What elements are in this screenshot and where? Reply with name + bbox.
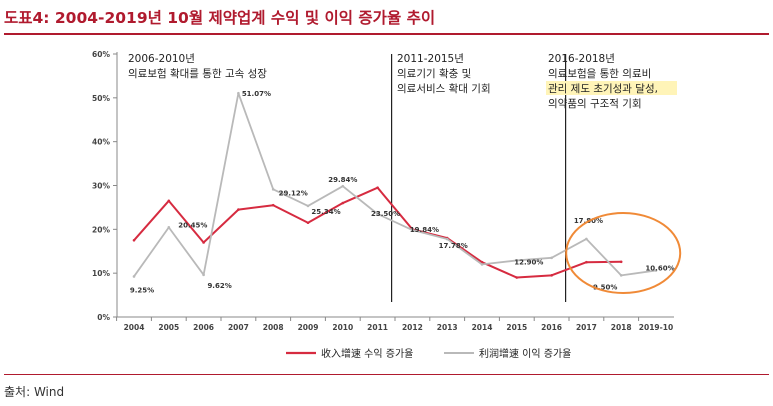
data-point [167,226,171,229]
data-point [585,260,588,264]
data-point [167,199,171,203]
source-note: 출처: Wind [4,385,65,399]
data-point [550,274,553,277]
line-chart: 0%10%20%30%40%50%60% 2004 2005 2006 2007 200… [92,50,682,360]
data-label: 17.78% [439,242,468,250]
chart-title: 도표4: 2004-2019년 10월 제약업계 수익 및 이익 증가율 추이 [4,9,436,27]
x-tick-label: 2007 [228,323,249,332]
title-rule [4,33,769,35]
annotation-text: 의료기기 확충 및 [397,67,471,80]
highlight-circle [565,212,682,294]
data-label: 29.12% [279,189,308,197]
annotation-highlight [546,81,677,95]
highlight-region [565,212,682,294]
data-point [585,237,588,241]
y-tick-label: 0% [97,313,110,322]
y-tick-label: 20% [92,225,110,234]
annotation-text: 의료서비스 확대 기회 [397,82,491,95]
data-label: 9.50% [593,283,617,291]
y-tick-label: 50% [92,94,110,103]
data-point [445,237,449,241]
legend-item: 收入增速 수익 증가율 [286,347,413,360]
data-point [271,203,275,207]
x-tick-label: 2012 [402,323,423,332]
footer-rule [4,374,769,375]
x-tick-label: 2019-10 [639,323,673,332]
annotation-text: 의료보험을 통한 의료비 [548,68,651,80]
data-point [515,276,519,279]
data-label: 29.84% [328,176,357,184]
data-label: 51.07% [242,90,271,98]
y-tick-label: 30% [92,182,110,191]
data-point [619,274,623,277]
x-tick-label: 2018 [611,323,632,332]
data-label: 12.90% [514,258,543,266]
x-tick-label: 2013 [437,323,458,332]
data-point [271,188,275,191]
x-tick-label: 2004 [124,323,145,332]
x-tick-label: 2015 [506,323,527,332]
x-tick-label: 2016 [541,323,562,332]
data-point [202,241,205,244]
data-label: 9.62% [207,282,231,290]
data-point [411,228,414,232]
data-point [132,275,136,278]
data-point [341,201,345,205]
data-point [237,208,240,211]
profit-growth-line [133,92,657,277]
data-point [515,259,519,262]
x-tick-label: 2005 [158,323,179,332]
series-lines [132,91,658,279]
data-point [376,186,379,189]
annotation-text: 의약품의 구조적 기회 [548,98,642,110]
y-tick-label: 10% [92,269,110,278]
data-label: 23.50% [371,210,400,218]
data-label: 25.34% [311,208,340,216]
data-point [341,184,345,188]
data-point [306,221,310,225]
x-tick-label: 2006 [193,323,214,332]
data-point [376,212,379,216]
y-tick-label: 60% [92,50,110,59]
x-tick-label: 2008 [263,323,284,332]
annotation-text: 관리 제도 초기성과 달성, [548,83,658,95]
data-label: 9.25% [130,286,154,294]
annotation-text: 2011-2015년 [397,53,464,65]
data-point [619,260,623,264]
x-tick-label: 2011 [367,323,388,332]
annotation-text: 2016-2018년 [548,53,615,65]
y-axis: 0% 10% 20% 30% 40% 50% 60% [92,50,118,322]
y-tick-label: 40% [92,138,110,147]
x-axis: 2004 2005 2006 2007 2008 2009 2010 2011 2012 2013… [116,316,674,332]
legend-label: 收入增速 수익 증가율 [321,347,413,360]
data-label: 10.60% [645,265,674,273]
data-labels: 9.25% 20.45% 9.62% 51.07% 29.12% 25.34% 29.84%… [130,90,675,294]
period-dividers [391,54,567,302]
data-point [237,91,240,95]
data-label: 20.45% [178,221,207,229]
revenue-growth-line [133,186,622,279]
data-point [480,263,484,266]
legend-label: 利润增速 이익 증가율 [479,347,571,360]
data-point [306,204,310,208]
legend-item: 利润增速 이익 증가율 [444,347,571,360]
x-tick-label: 2010 [332,323,353,332]
annotation-text: 2006-2010년 [128,53,195,65]
data-label: 19.84% [410,226,439,234]
data-point [550,256,553,260]
data-point [202,273,205,277]
x-tick-label: 2017 [576,323,597,332]
x-tick-label: 2014 [472,323,493,332]
legend: 收入增速 수익 증가율 利润增速 이익 증가율 [286,347,571,360]
data-point [132,238,136,242]
data-point [654,269,658,272]
annotation-text: 의료보험 확대를 통한 고속 성장 [128,67,267,80]
x-tick-label: 2009 [298,323,319,332]
